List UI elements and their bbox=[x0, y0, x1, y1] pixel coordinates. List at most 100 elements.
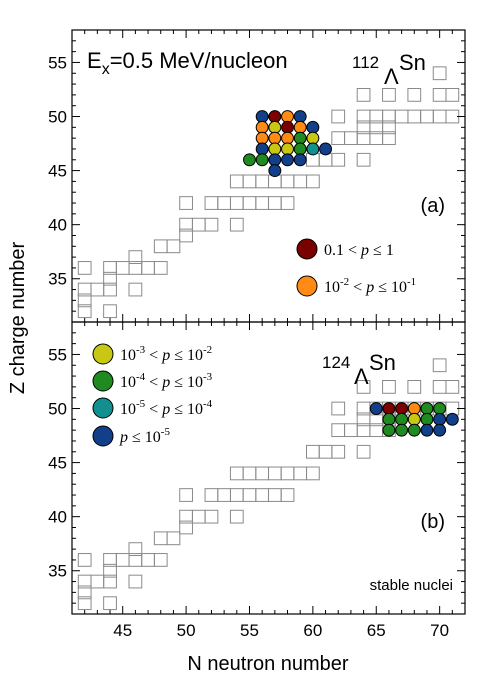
stable-nucleus-marker bbox=[407, 109, 422, 124]
stable-nucleus-marker bbox=[128, 250, 143, 264]
stable-nucleus-marker bbox=[432, 88, 447, 102]
stable-nucleus-marker bbox=[432, 66, 447, 81]
fragment-point-orange bbox=[255, 120, 269, 134]
stable-nucleus-marker bbox=[432, 109, 447, 124]
stable-nucleus-marker bbox=[204, 488, 219, 502]
legend-marker-teal bbox=[92, 397, 114, 419]
stable-nucleus-marker bbox=[229, 466, 244, 481]
fragment-point-red bbox=[395, 402, 409, 415]
stable-nucleus-marker bbox=[432, 358, 447, 373]
nucleus-lambda-subscript: Λ bbox=[354, 364, 369, 389]
stable-nucleus-marker bbox=[331, 444, 346, 459]
fragment-point-orange bbox=[293, 120, 307, 134]
x-tick-label: 65 bbox=[367, 621, 386, 640]
legend-label-orange: 10-2 < p ≤ 10-1 bbox=[324, 276, 416, 296]
stable-nucleus-marker bbox=[255, 488, 270, 502]
stable-nucleus-marker bbox=[103, 304, 117, 319]
stable-nucleus-marker bbox=[229, 217, 244, 232]
stable-nucleus-marker bbox=[103, 271, 117, 286]
stable-nucleus-marker bbox=[267, 466, 282, 481]
stable-nucleus-marker bbox=[166, 531, 181, 546]
stable-nucleus-marker bbox=[141, 261, 155, 275]
fragment-point-green bbox=[243, 153, 256, 167]
stable-nucleus-marker bbox=[331, 131, 346, 146]
stable-nucleus-marker bbox=[280, 488, 295, 502]
nucleus-symbol: Sn bbox=[399, 50, 426, 75]
stable-nucleus-marker bbox=[356, 88, 371, 102]
stable-nucleus-marker bbox=[229, 509, 244, 524]
stable-nucleus-marker bbox=[90, 282, 105, 297]
x-tick-label: 45 bbox=[113, 621, 132, 640]
stable-nucleus-marker bbox=[128, 542, 143, 556]
stable-nucleus-marker bbox=[179, 488, 193, 502]
stable-nucleus-marker bbox=[229, 196, 244, 210]
stable-nucleus-marker bbox=[77, 553, 92, 567]
fragment-point-blue bbox=[281, 153, 294, 167]
legend-marker-yellow bbox=[92, 343, 114, 365]
stable-nucleus-marker bbox=[382, 88, 396, 102]
stable-nucleus-marker bbox=[394, 109, 409, 124]
stable-nucleus-marker bbox=[344, 131, 358, 146]
x-tick-label: 60 bbox=[303, 621, 322, 640]
fragment-point-orange bbox=[281, 110, 294, 123]
panel-frame bbox=[71, 321, 466, 615]
legend-label-yellow: 10-3 < p ≤ 10-2 bbox=[120, 344, 212, 364]
fragment-point-green bbox=[395, 412, 409, 426]
stable-nucleus-marker bbox=[331, 423, 346, 438]
legend-label-red: 0.1 < p ≤ 1 bbox=[324, 242, 394, 259]
fragment-point-green bbox=[420, 412, 434, 426]
stable-nucleus-marker bbox=[229, 488, 244, 502]
y-tick-label: 50 bbox=[48, 108, 67, 127]
excitation-energy-label: Ex=0.5 MeV/nucleon bbox=[87, 48, 288, 78]
fragment-point-yellow bbox=[268, 142, 282, 156]
fragment-point-blue bbox=[255, 110, 269, 123]
stable-nucleus-marker bbox=[103, 563, 117, 578]
fragment-point-blue bbox=[445, 412, 459, 426]
fragment-point-red bbox=[281, 120, 294, 134]
stable-nucleus-marker bbox=[420, 109, 434, 124]
fragment-point-blue bbox=[433, 423, 447, 437]
stable-nucleus-marker bbox=[242, 466, 257, 481]
stable-nucleus-marker bbox=[179, 196, 193, 210]
stable-nucleus-marker bbox=[305, 466, 320, 481]
stable-nucleus-marker bbox=[191, 217, 206, 232]
fragment-point-green bbox=[407, 423, 421, 437]
stable-nucleus-marker bbox=[141, 553, 155, 567]
stable-nucleus-marker bbox=[103, 574, 117, 589]
stable-nucleus-marker bbox=[229, 174, 244, 189]
stable-nucleus-marker bbox=[293, 466, 308, 481]
fragment-point-blue bbox=[268, 164, 282, 178]
stable-nucleus-marker bbox=[204, 196, 219, 210]
stable-nucleus-marker bbox=[128, 574, 143, 589]
stable-nucleus-marker bbox=[407, 380, 422, 394]
stable-nucleus-marker bbox=[90, 574, 105, 589]
stable-nucleus-marker bbox=[280, 196, 295, 210]
fragment-point-blue bbox=[420, 423, 434, 437]
legend-marker-blue bbox=[92, 425, 114, 447]
stable-nucleus-marker bbox=[445, 109, 460, 124]
stable-nucleus-marker bbox=[267, 488, 282, 502]
stable-nucleus-marker bbox=[242, 196, 257, 210]
nucleus-lambda-subscript: Λ bbox=[384, 64, 399, 89]
stable-nucleus-marker bbox=[179, 520, 193, 535]
stable-nucleus-marker bbox=[77, 596, 92, 611]
nucleus-mass-number: 124 bbox=[322, 353, 350, 372]
stable-nucleus-marker bbox=[255, 196, 270, 210]
fragment-point-orange bbox=[268, 131, 282, 145]
x-axis-label: N neutron number bbox=[187, 653, 349, 675]
fragment-point-blue bbox=[433, 412, 447, 426]
fragment-point-blue bbox=[268, 153, 282, 167]
stable-nucleus-marker bbox=[77, 585, 92, 600]
stable-nucleus-marker bbox=[115, 261, 130, 275]
legend-label-teal: 10-5 < p ≤ 10-4 bbox=[120, 398, 213, 418]
fragment-point-orange bbox=[407, 402, 421, 415]
legend-label-green: 10-4 < p ≤ 10-3 bbox=[120, 371, 213, 391]
y-tick-label: 55 bbox=[48, 53, 67, 72]
stable-nucleus-marker bbox=[77, 261, 92, 275]
stable-nucleus-marker bbox=[305, 174, 320, 189]
stable-nucleus-marker bbox=[432, 380, 447, 394]
stable-nucleus-marker bbox=[204, 217, 219, 232]
y-tick-label: 45 bbox=[48, 454, 67, 473]
stable-nucleus-marker bbox=[242, 174, 257, 189]
